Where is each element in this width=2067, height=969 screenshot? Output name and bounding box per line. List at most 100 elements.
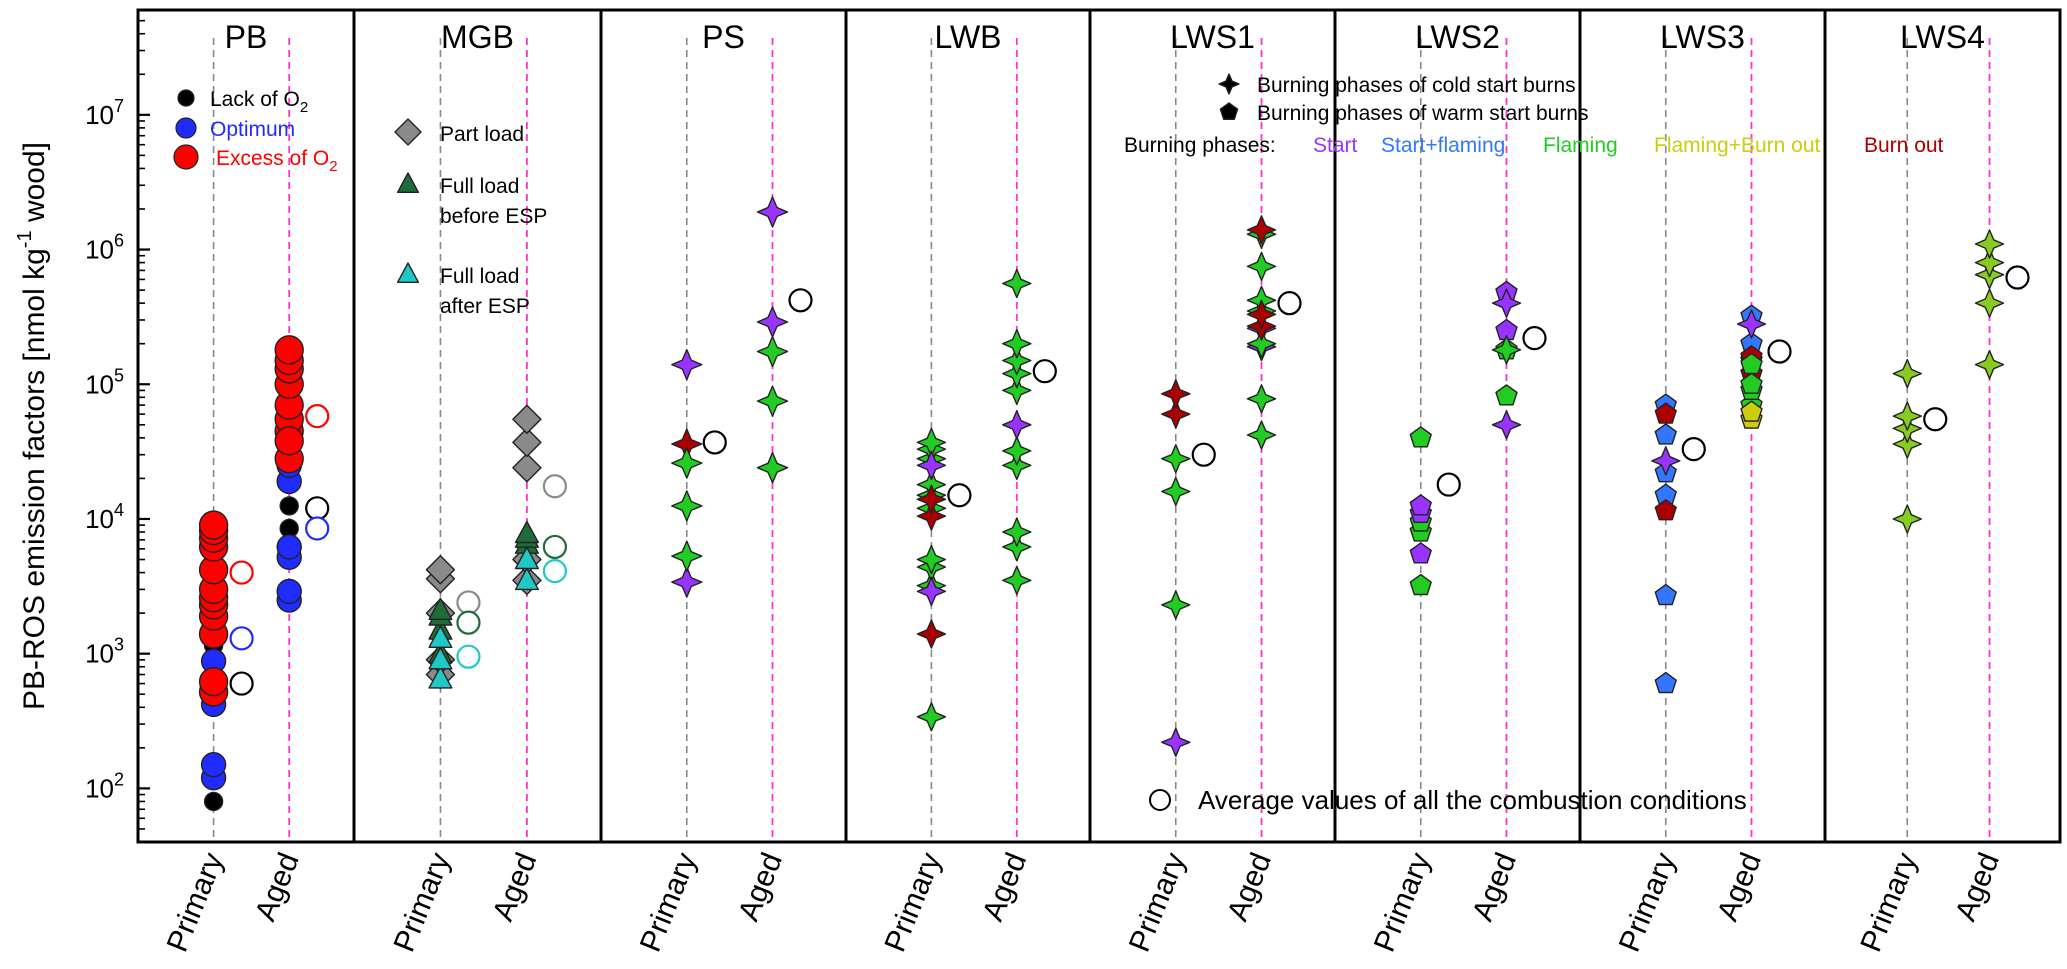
- data-point-primary: [425, 555, 456, 585]
- panel-mgb: MGB Primary Aged: [352, 10, 568, 956]
- panel-title: MGB: [441, 19, 514, 55]
- average-marker-primary: [947, 483, 972, 508]
- average-marker-aged: [1522, 326, 1547, 351]
- data-point-primary: [916, 450, 947, 481]
- y-label-tail: wood]: [18, 142, 51, 230]
- legend-average-marker: [1149, 789, 1171, 811]
- data-point-aged: [1491, 288, 1522, 318]
- average-marker-aged: [788, 288, 813, 313]
- data-point-aged: [1002, 532, 1032, 562]
- panel-title: PS: [702, 19, 745, 55]
- x-category-label: Primary: [1123, 848, 1192, 956]
- legend-mgb-label2: after ESP: [440, 295, 530, 318]
- data-point-primary: [428, 666, 453, 689]
- data-point-primary: [671, 566, 703, 598]
- data-point-primary: [428, 625, 453, 648]
- legend-mgb-label: Full load: [440, 265, 519, 288]
- average-marker-primary: [702, 430, 727, 455]
- average-marker-primary: [1436, 472, 1461, 497]
- data-point-primary: [1654, 583, 1677, 606]
- panel-pb: PB Primary Aged: [161, 19, 330, 956]
- data-point-primary: [428, 597, 453, 620]
- data-point-primary: [1409, 494, 1432, 516]
- average-marker-primary: [229, 671, 254, 696]
- data-point-aged: [1736, 309, 1767, 339]
- legend-mgb-label2: before ESP: [440, 205, 547, 228]
- data-point-aged: [1740, 400, 1763, 422]
- average-marker-aged: [542, 534, 568, 560]
- data-point-primary: [1892, 401, 1923, 431]
- data-point-primary: [1654, 423, 1677, 445]
- legend-mgb-marker: [396, 262, 420, 283]
- data-point-aged: [1002, 345, 1032, 376]
- legend-pb-label: Optimum: [210, 118, 295, 141]
- x-category-label: Primary: [388, 848, 457, 956]
- data-point-primary: [1892, 358, 1923, 389]
- y-tick-label: 107: [85, 96, 124, 130]
- data-point-aged: [1002, 329, 1032, 359]
- y-tick-base: 10: [85, 100, 114, 130]
- y-tick-base: 10: [85, 369, 114, 399]
- data-point-aged: [276, 578, 302, 605]
- y-axis-label: PB-ROS emission factors [nmol kg-1 wood]: [14, 142, 51, 710]
- y-tick-exp: 7: [114, 96, 124, 116]
- data-point-primary: [1161, 379, 1191, 409]
- y-label-sup: -1: [14, 230, 36, 248]
- legend-mgb-marker: [396, 172, 420, 194]
- data-point-primary: [203, 791, 224, 812]
- data-point-aged: [756, 306, 789, 338]
- legend-pb-label-text: Excess of O: [216, 147, 329, 170]
- legend-average-label: Average values of all the combustion con…: [1198, 785, 1747, 815]
- data-point-aged: [1002, 436, 1032, 466]
- y-tick-label: 103: [85, 635, 124, 669]
- data-point-primary: [1161, 399, 1191, 429]
- x-category-label: Primary: [634, 848, 703, 956]
- data-point-aged: [1002, 375, 1032, 406]
- x-category-label: Aged: [249, 848, 306, 925]
- legend-mgb: Part load Full load before ESP Full load aft…: [394, 118, 547, 318]
- legend-pb-label: Excess of O2: [216, 147, 338, 175]
- legend-warm-marker: [1219, 102, 1239, 121]
- data-point-aged: [1002, 268, 1032, 299]
- data-point-primary: [1651, 446, 1681, 476]
- data-point-primary: [200, 751, 227, 778]
- legend-burning: Burning phases of cold start burns Burnin…: [1124, 73, 1944, 157]
- data-point-aged: [1495, 384, 1518, 406]
- data-point-aged: [1491, 335, 1522, 365]
- x-category-label: Primary: [1368, 848, 1437, 956]
- average-marker-primary: [229, 626, 254, 651]
- y-tick-exp: 2: [114, 769, 124, 789]
- legend-cold-marker: [1218, 73, 1240, 95]
- legend-average: Average values of all the combustion con…: [1149, 785, 1747, 815]
- average-marker-primary: [1923, 407, 1948, 432]
- average-marker-aged: [305, 404, 330, 429]
- legend-pb-marker: [173, 144, 199, 170]
- average-marker-primary: [1681, 437, 1706, 462]
- y-tick-exp: 4: [114, 500, 124, 520]
- data-point-aged: [514, 546, 539, 570]
- data-point-primary: [671, 348, 703, 381]
- data-point-aged: [756, 335, 789, 368]
- x-category-label: Aged: [1949, 848, 2006, 925]
- average-marker-aged: [305, 516, 330, 541]
- data-point-primary: [1409, 573, 1432, 596]
- data-point-aged: [1974, 247, 2005, 278]
- plot-frame: [136, 8, 2062, 844]
- panel-title: PB: [225, 19, 268, 55]
- panel-title: LWS4: [1900, 19, 1985, 55]
- data-point-aged: [512, 427, 542, 458]
- legend-phases-heading: Burning phases:: [1124, 134, 1276, 157]
- data-point-primary: [428, 647, 453, 670]
- data-point-aged: [756, 196, 789, 228]
- legend-mgb-marker: [394, 118, 422, 146]
- panel-title: LWB: [935, 19, 1002, 55]
- data-point-primary: [1892, 429, 1923, 459]
- x-category-label: Aged: [1466, 848, 1523, 925]
- average-marker-primary: [1191, 442, 1216, 467]
- average-marker-aged: [1277, 291, 1302, 316]
- data-point-aged: [1740, 372, 1763, 394]
- data-point-aged: [756, 452, 789, 484]
- average-marker-primary: [229, 560, 254, 585]
- data-point-primary: [671, 540, 703, 572]
